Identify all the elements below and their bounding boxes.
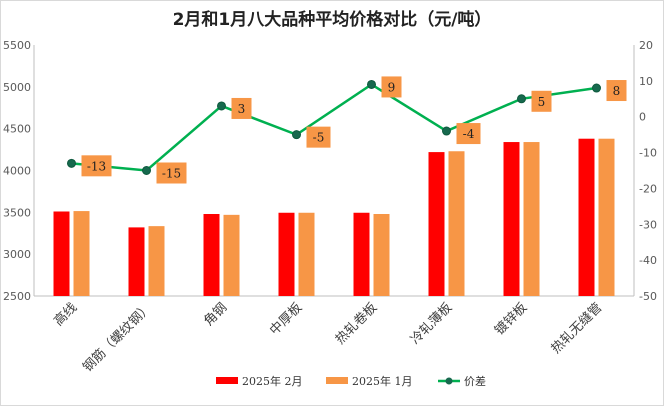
legend-swatch [326, 377, 348, 384]
data-label: -5 [313, 131, 325, 145]
right-axis-tick-label: 10 [639, 75, 653, 88]
left-axis-tick-label: 2500 [3, 290, 31, 303]
legend: 2025年 2月 2025年 1月 价差 [216, 374, 486, 388]
right-axis-tick-label: -30 [639, 218, 657, 231]
axes: 2500300035004000450050005500-50-40-30-20… [3, 39, 657, 303]
bar-feb [353, 212, 370, 296]
bar-jan [298, 212, 315, 296]
left-axis-tick-label: 3000 [3, 248, 31, 261]
bar-feb [53, 211, 70, 296]
left-axis-tick-label: 4000 [3, 165, 31, 178]
data-label-box [531, 90, 552, 112]
data-label-box [231, 97, 252, 119]
bar-jan [373, 214, 390, 296]
right-axis-tick-label: 20 [639, 39, 653, 52]
right-axis-tick-label: -20 [639, 182, 657, 195]
bar-feb [203, 214, 220, 296]
data-label: 8 [613, 84, 621, 98]
bar-jan [148, 226, 165, 296]
data-label: 9 [388, 80, 396, 94]
category-label: 钢筋（螺纹钢） [80, 300, 156, 376]
category-label: 角钢 [201, 300, 230, 329]
chart-title: 2月和1月八大品种平均价格对比（元/吨） [173, 9, 492, 30]
price-diff-point [367, 79, 376, 89]
data-label-box [381, 76, 402, 98]
data-label-box [606, 80, 627, 102]
bar-feb [278, 212, 295, 296]
data-label: -4 [463, 127, 475, 141]
left-axis-tick-label: 5500 [3, 39, 31, 52]
price-diff-polyline [71, 82, 597, 172]
legend-marker [445, 377, 453, 385]
data-label-box [456, 123, 481, 145]
left-axis-tick-label: 4500 [3, 123, 31, 136]
data-label: -13 [87, 159, 106, 173]
bar-jan [598, 138, 615, 296]
price-diff-point [292, 130, 301, 140]
category-label: 中厚板 [267, 300, 305, 338]
category-label: 热轧卷板 [332, 300, 380, 348]
data-label-box [306, 126, 331, 148]
bar-jan [73, 211, 90, 296]
category-label: 热轧无缝管 [549, 300, 606, 357]
bar-feb [128, 227, 145, 296]
legend-label: 价差 [464, 374, 486, 388]
legend-swatch [216, 377, 238, 384]
right-axis-tick-label: -40 [639, 254, 657, 267]
price-diff-point [142, 166, 151, 175]
data-label-box [81, 155, 112, 177]
data-label: -15 [162, 167, 181, 181]
data-label: 5 [538, 95, 546, 109]
bar-feb [503, 142, 520, 296]
price-diff-point [592, 83, 601, 93]
left-axis-tick-label: 5000 [3, 81, 31, 94]
bar-jan [223, 214, 240, 296]
bar-jan [448, 151, 465, 296]
left-axis-tick-label: 3500 [3, 206, 31, 219]
legend-label: 2025年 2月 [242, 374, 303, 388]
data-labels: -13 -15 3 -5 9 -4 5 8 [81, 76, 627, 184]
price-diff-point [67, 158, 76, 168]
right-axis-tick-label: 0 [639, 111, 646, 124]
bar-feb [578, 138, 595, 296]
bar-feb [428, 152, 445, 296]
price-diff-point [517, 94, 526, 104]
data-label-box [156, 162, 187, 184]
bars [53, 138, 615, 296]
price-diff-point [217, 101, 226, 111]
right-axis-tick-label: -50 [639, 290, 657, 303]
category-label: 高线 [51, 300, 81, 330]
data-label: 3 [238, 102, 246, 116]
bar-jan [523, 142, 540, 296]
category-label: 镀锌板 [491, 300, 530, 339]
category-labels: 高线 钢筋（螺纹钢） 角钢 中厚板 热轧卷板 冷轧薄板 镀锌板 热轧无缝管 [51, 300, 606, 376]
price-diff-point [442, 126, 451, 136]
right-axis-tick-label: -10 [639, 147, 657, 160]
price-diff-line [67, 79, 601, 175]
category-label: 冷轧薄板 [408, 300, 455, 347]
legend-label: 2025年 1月 [352, 374, 413, 388]
